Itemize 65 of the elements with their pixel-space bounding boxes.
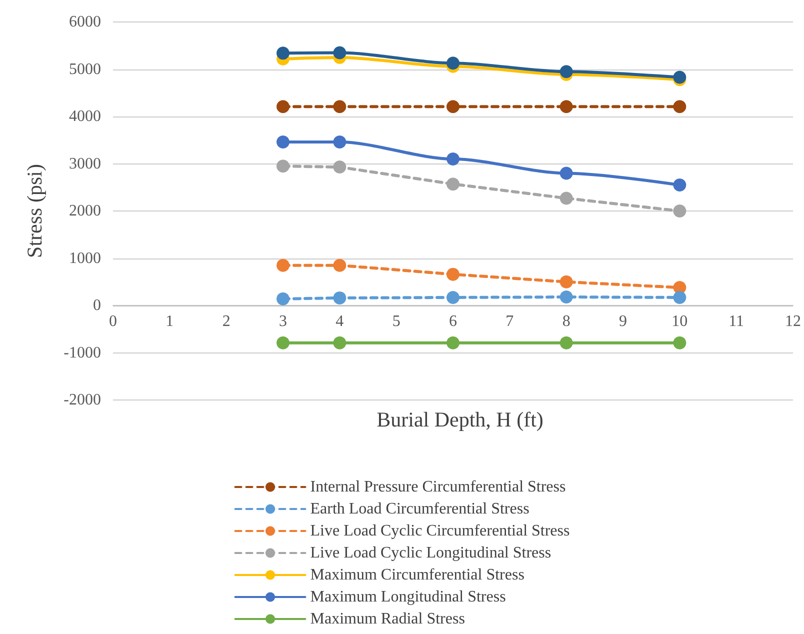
point [673,100,686,114]
point [560,336,573,350]
point [276,336,290,350]
point [333,136,346,149]
x-tick-label: 5 [392,313,400,330]
point [560,100,573,114]
y-tick-label: -1000 [64,344,101,362]
point [276,136,290,149]
y-tick-label: 1000 [69,250,101,267]
point [673,178,686,192]
x-tick-label: 11 [728,313,744,330]
y-tick-label: 5000 [69,60,101,78]
x-axis-title: Burial Depth, H (ft) [376,408,544,432]
x-tick-label: 12 [785,313,801,330]
point [673,290,686,304]
point [560,192,573,205]
legend-label: Live Load Cyclic Longitudinal Stress [310,544,552,562]
legend-label: Maximum Radial Stress [310,610,465,628]
legend-label: Live Load Cyclic Circumferential Stress [310,522,570,540]
point [446,178,460,191]
y-tick-label: 3000 [69,155,101,172]
legend-label: Internal Pressure Circumferential Stress [310,478,566,496]
point [276,258,290,272]
point [446,336,460,350]
point [446,152,460,166]
point [276,292,290,306]
y-tick-label: 6000 [69,14,101,30]
x-tick-label: 0 [109,313,117,330]
y-tick-label: -2000 [64,392,101,408]
point [560,65,573,78]
point [333,160,346,174]
point [560,275,573,288]
point [560,290,573,304]
x-tick-label: 7 [506,313,514,330]
x-tick-label: 9 [619,313,627,330]
point [333,100,346,114]
point [446,100,460,114]
x-tick-label: 8 [562,313,570,330]
point [446,268,460,281]
y-tick-label: 4000 [69,108,101,125]
y-axis-title: Stress (psi) [22,164,46,258]
point [276,160,290,173]
legend-label: Maximum Longitudinal Stress [310,588,506,606]
point [333,258,346,272]
point [333,336,346,350]
legend-label: Earth Load Circumferential Stress [310,500,530,518]
point [673,204,686,218]
point [276,46,290,60]
point [333,46,346,60]
x-tick-label: 6 [449,313,457,330]
x-tick-label: 1 [166,313,174,330]
point [446,56,460,70]
legend-label: Maximum Circumferential Stress [310,566,524,584]
point [446,290,460,304]
x-tick-label: 2 [222,313,230,330]
point [673,336,686,350]
x-tick-label: 10 [672,313,688,330]
y-tick-label: 2000 [69,202,101,220]
point [333,291,346,304]
point [276,100,290,114]
point [560,166,573,180]
point [673,70,686,84]
x-tick-label: 3 [279,313,287,330]
x-tick-label: 4 [336,313,344,330]
y-tick-label: 0 [93,297,101,314]
